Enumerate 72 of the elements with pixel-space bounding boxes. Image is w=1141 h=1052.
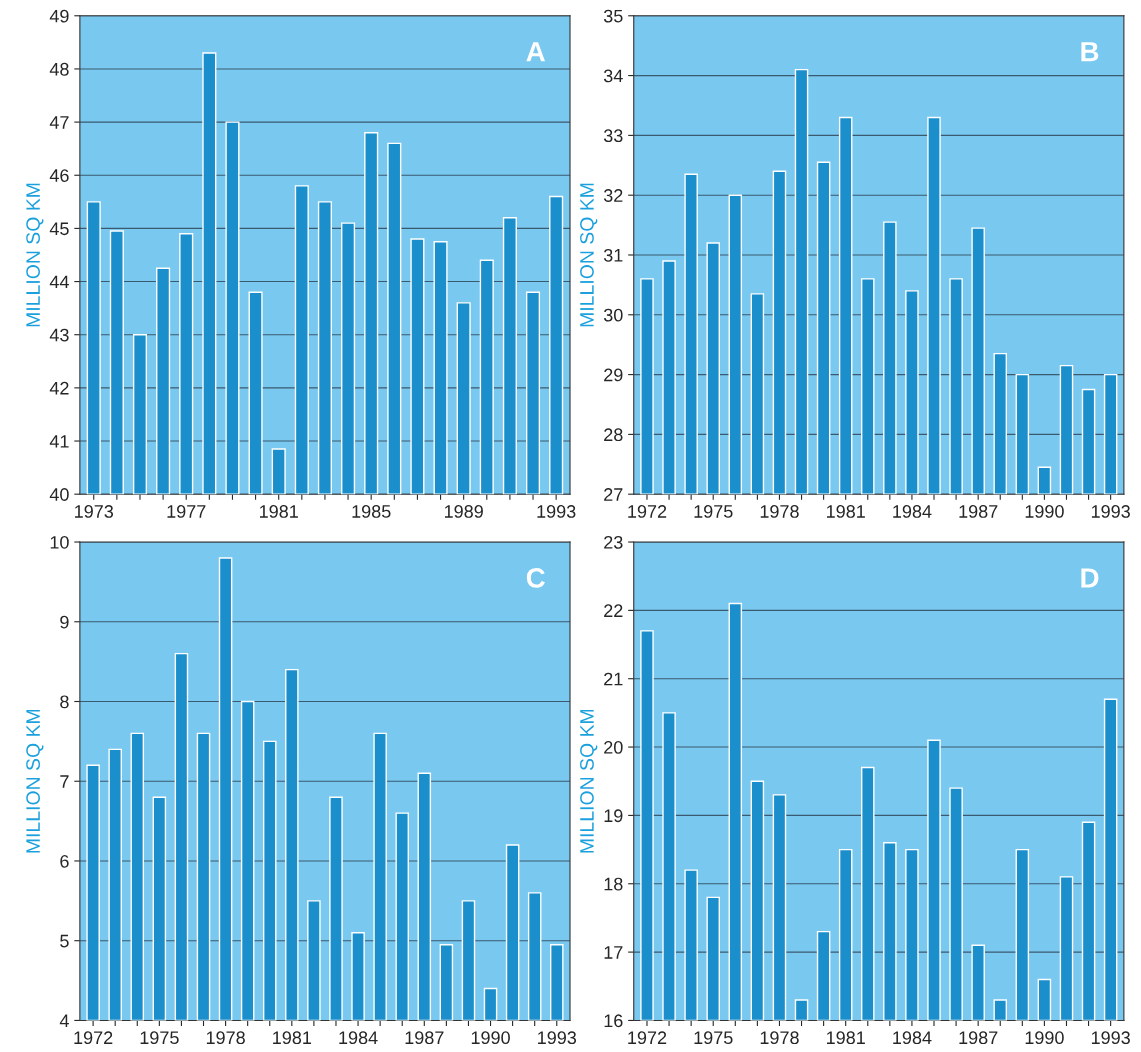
text: C [526,568,545,588]
x-tick-label: 1984 [893,505,932,518]
x-tick-label: 1972 [628,505,667,518]
y-tick-label: 48 [49,62,69,76]
y-tick-label: 16 [604,1014,623,1028]
y-tick-label: 33 [603,129,623,143]
y-tick-label: 8 [60,695,69,709]
y-tick-label: 30 [603,308,623,322]
x-tick-label: 1981 [273,1031,312,1045]
y-tick-label: 34 [603,69,623,83]
x-tick-label: 1993 [1091,505,1130,518]
x-tick-label: 1977 [167,505,206,518]
x-tick-label: 1978 [760,505,799,518]
x-tick-label: 1978 [206,1031,245,1045]
y-tick-label: 29 [604,368,623,382]
y-tick-label: 22 [604,604,623,617]
x-tick-label: 1975 [140,1031,179,1045]
x-tick-label: 1993 [537,505,576,518]
text: A [526,42,545,62]
x-tick-label: 1981 [260,505,298,518]
y-tick-label: 17 [604,946,623,959]
x-tick-label: 1972 [628,1031,667,1045]
y-tick-label: 27 [604,488,623,501]
x-tick-label: 1981 [826,505,865,518]
y-axis-title: MILLION SQ KM [580,709,598,853]
y-tick-label: 40 [49,488,69,501]
y-tick-label: 4 [59,1014,69,1027]
y-axis-title: MILLION SQ KM [26,709,44,853]
y-tick-label: 31 [603,248,623,262]
y-tick-label: 46 [49,169,69,182]
x-tick-label: 1990 [471,1031,510,1045]
y-tick-label: 49 [49,9,69,23]
y-tick-label: 42 [49,381,69,395]
x-tick-label: 1990 [1025,1031,1064,1045]
x-tick-label: 1984 [339,1031,378,1045]
y-tick-label: 45 [49,222,69,236]
x-tick-label: 1972 [74,1031,113,1045]
x-tick-label: 1987 [405,1031,444,1045]
x-tick-label: 1985 [352,505,391,518]
y-tick-label: 21 [604,672,623,686]
y-axis-title: MILLION SQ KM [580,183,598,327]
x-tick-label: 1975 [694,1031,733,1045]
x-tick-label: 1987 [959,1031,998,1045]
y-tick-label: 44 [49,275,69,289]
y-tick-label: 35 [603,9,623,23]
y-tick-label: 28 [604,428,623,442]
y-tick-label: 7 [60,775,69,788]
y-tick-label: 47 [49,116,69,129]
y-tick-label: 5 [60,934,69,948]
x-tick-label: 1978 [760,1031,799,1045]
x-tick-label: 1993 [1091,1031,1130,1045]
y-tick-label: 41 [49,435,69,448]
x-tick-label: 1987 [959,505,998,518]
x-tick-label: 1975 [694,505,733,518]
text: B [1081,42,1099,62]
x-tick-label: 1993 [538,1031,577,1045]
y-tick-label: 10 [50,535,69,549]
x-tick-label: 1990 [1025,505,1064,518]
y-axis-title: MILLION SQ KM [26,183,44,327]
text: D [1081,568,1099,588]
y-tick-label: 19 [604,809,623,823]
y-tick-label: 43 [49,328,69,342]
y-tick-label: 18 [604,877,623,891]
y-tick-label: 23 [604,535,623,549]
y-tick-label: 32 [603,189,623,202]
x-tick-label: 1973 [75,505,114,518]
x-tick-label: 1989 [444,505,483,518]
y-tick-label: 6 [60,854,69,868]
x-tick-label: 1981 [826,1031,865,1045]
x-tick-label: 1984 [893,1031,932,1045]
y-tick-label: 9 [60,615,69,629]
y-tick-label: 20 [604,741,623,754]
